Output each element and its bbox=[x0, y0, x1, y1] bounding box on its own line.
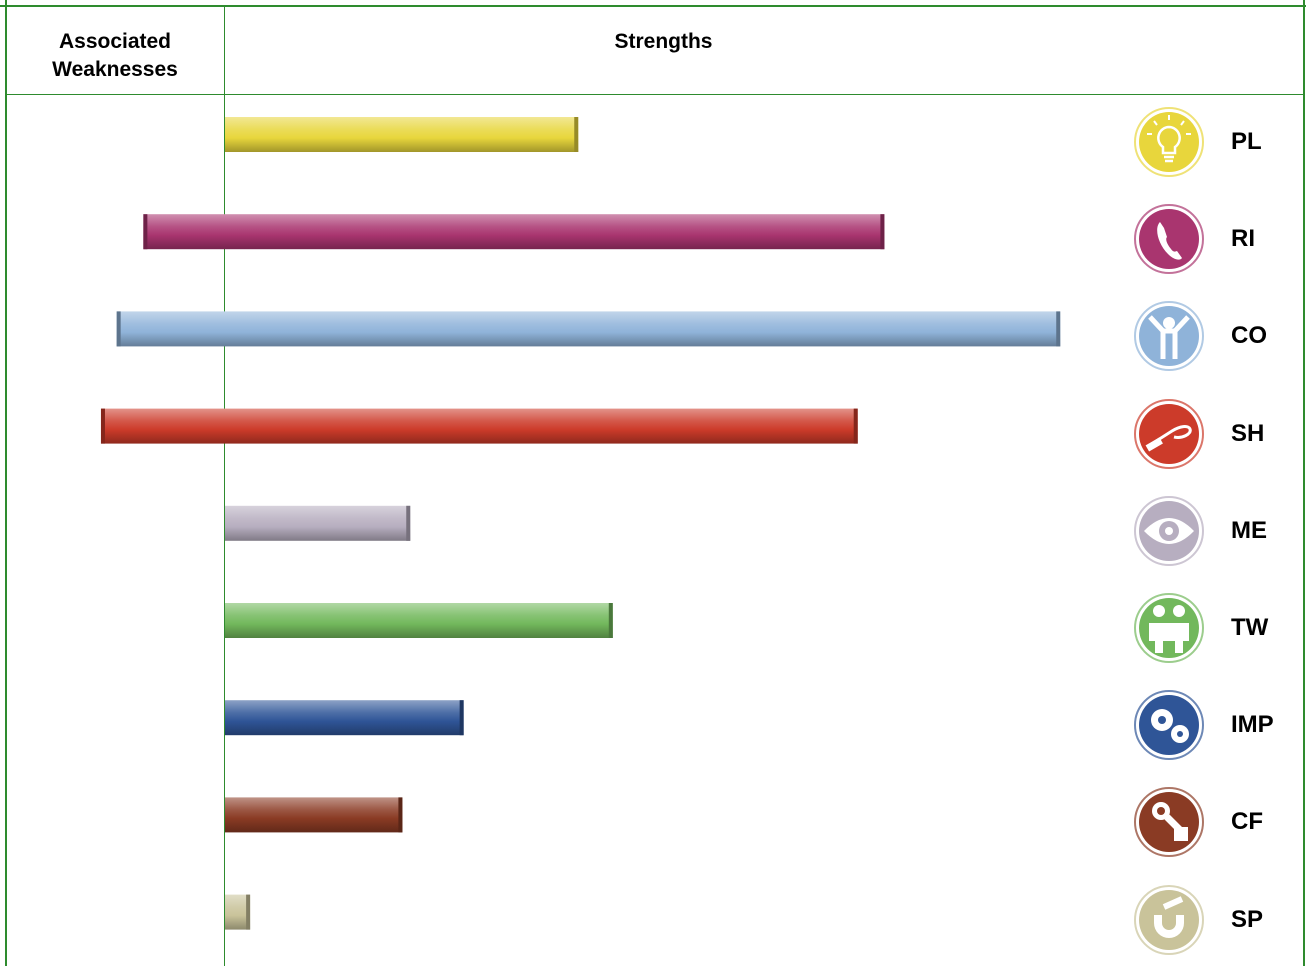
whip-icon bbox=[1134, 398, 1204, 469]
lightbulb-icon bbox=[1134, 107, 1204, 177]
role-label-sh: SH bbox=[1231, 419, 1265, 447]
role-label-co: CO bbox=[1231, 322, 1267, 350]
weaknesses-header: Associated Weaknesses bbox=[52, 30, 178, 81]
role-label-pl: PL bbox=[1231, 128, 1262, 155]
role-label-sp: SP bbox=[1231, 905, 1264, 933]
magnet-icon bbox=[1134, 884, 1204, 955]
frame-top-border bbox=[0, 5, 1306, 7]
strength-bar-ri bbox=[225, 214, 885, 250]
frame-right-border bbox=[1303, 0, 1305, 966]
role-label-imp: IMP bbox=[1231, 711, 1274, 739]
wrench-hand-icon bbox=[1134, 787, 1204, 858]
role-label-ri: RI bbox=[1231, 225, 1255, 253]
weakness-bar-sh bbox=[100, 408, 225, 444]
strength-bar-me bbox=[225, 505, 411, 541]
role-label-me: ME bbox=[1231, 516, 1267, 544]
header-rule bbox=[5, 94, 1305, 95]
telephone-icon bbox=[1134, 204, 1204, 275]
frame-left-border bbox=[5, 0, 7, 966]
weakness-bar-co bbox=[116, 311, 225, 347]
role-label-cf: CF bbox=[1231, 808, 1263, 836]
role-label-tw: TW bbox=[1231, 614, 1269, 641]
strength-bar-tw bbox=[225, 603, 613, 638]
person-arms-raised-icon bbox=[1134, 301, 1204, 372]
eye-icon bbox=[1134, 495, 1204, 566]
strength-bar-co bbox=[225, 311, 1061, 347]
column-divider bbox=[224, 5, 225, 966]
two-people-icon bbox=[1134, 593, 1204, 663]
strength-bar-pl bbox=[225, 117, 579, 152]
strength-bar-imp bbox=[225, 700, 464, 736]
strength-bar-sh bbox=[225, 408, 858, 444]
strength-bar-sp bbox=[225, 894, 251, 930]
weakness-bar-ri bbox=[143, 214, 225, 250]
strengths-header: Strengths bbox=[614, 30, 713, 53]
strength-bar-cf bbox=[225, 797, 403, 833]
gears-icon bbox=[1134, 690, 1204, 761]
